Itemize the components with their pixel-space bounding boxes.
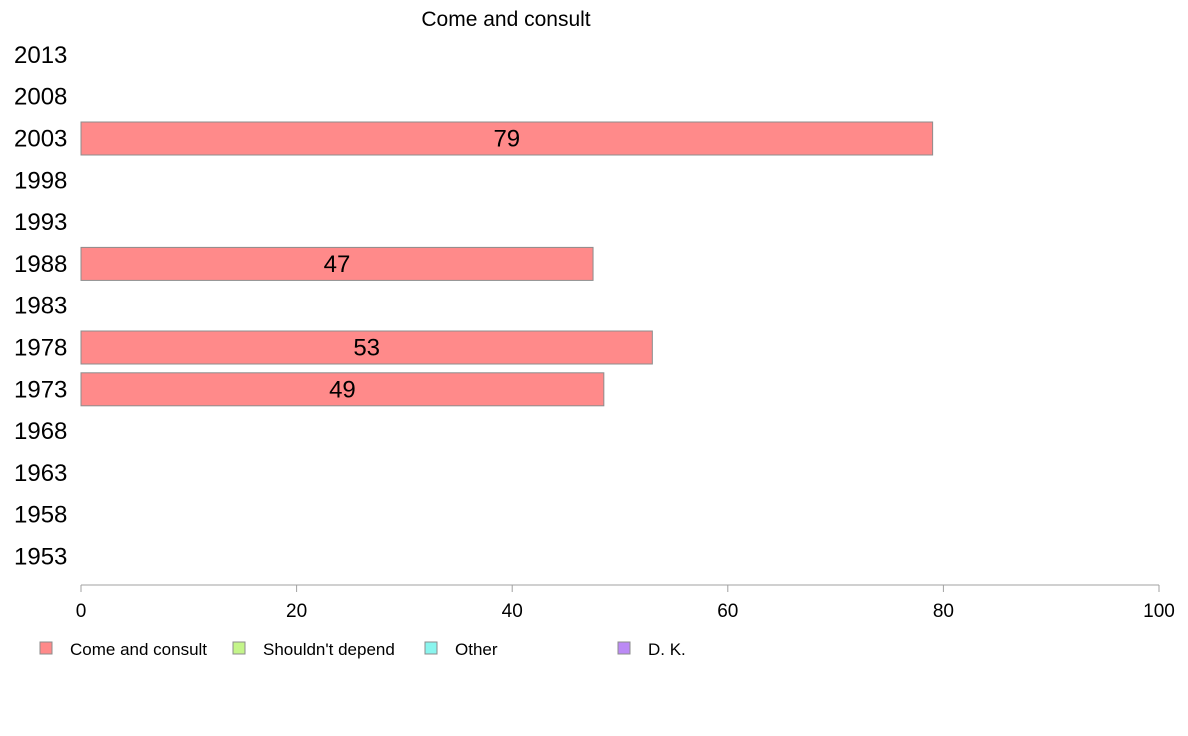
legend-label-2: Other xyxy=(455,640,498,659)
y-tick-label-1983: 1983 xyxy=(14,293,67,320)
y-tick-label-1953: 1953 xyxy=(14,544,67,571)
bar-value-label-1973: 49 xyxy=(329,376,356,403)
y-tick-label-1988: 1988 xyxy=(14,251,67,278)
y-tick-label-1963: 1963 xyxy=(14,460,67,487)
x-axis: 0 20 40 60 80 100 xyxy=(76,584,1175,622)
x-tick-label-20: 20 xyxy=(286,601,307,622)
y-axis-labels: 2013 2008 2003 1998 1993 1988 1983 1978 1973 1968… xyxy=(14,42,67,571)
y-tick-label-2008: 2008 xyxy=(14,84,67,111)
chart-title: Come and consult xyxy=(421,8,590,31)
x-tick-label-60: 60 xyxy=(717,601,738,622)
y-tick-label-1958: 1958 xyxy=(14,502,67,529)
y-tick-label-2013: 2013 xyxy=(14,42,67,69)
y-tick-label-1998: 1998 xyxy=(14,167,67,194)
bar-value-label-1978: 53 xyxy=(353,335,380,362)
legend: Come and consult Shouldn't depend Other D. … xyxy=(39,640,686,659)
legend-swatch-1 xyxy=(232,641,246,655)
legend-label-3: D. K. xyxy=(648,640,686,659)
bar-1978 xyxy=(80,330,653,365)
legend-label-1: Shouldn't depend xyxy=(263,640,395,659)
bar-value-label-1988: 47 xyxy=(324,251,351,278)
legend-label-0: Come and consult xyxy=(70,640,207,659)
x-tick-label-100: 100 xyxy=(1143,601,1175,622)
y-tick-label-1973: 1973 xyxy=(14,376,67,403)
legend-swatch-2 xyxy=(424,641,438,655)
legend-swatch-0 xyxy=(39,641,53,655)
x-tick-label-0: 0 xyxy=(76,601,87,622)
x-tick-label-80: 80 xyxy=(933,601,954,622)
y-tick-label-1993: 1993 xyxy=(14,209,67,236)
bar-2003 xyxy=(80,121,934,156)
y-tick-label-1978: 1978 xyxy=(14,335,67,362)
bar-1988 xyxy=(80,246,594,281)
legend-swatch-3 xyxy=(617,641,631,655)
y-tick-label-2003: 2003 xyxy=(14,126,67,153)
x-tick-label-40: 40 xyxy=(502,601,523,622)
bars-group: 79 47 53 49 xyxy=(80,121,934,407)
bar-1973 xyxy=(80,372,605,407)
y-tick-label-1968: 1968 xyxy=(14,418,67,445)
bar-value-label-2003: 79 xyxy=(493,126,520,153)
